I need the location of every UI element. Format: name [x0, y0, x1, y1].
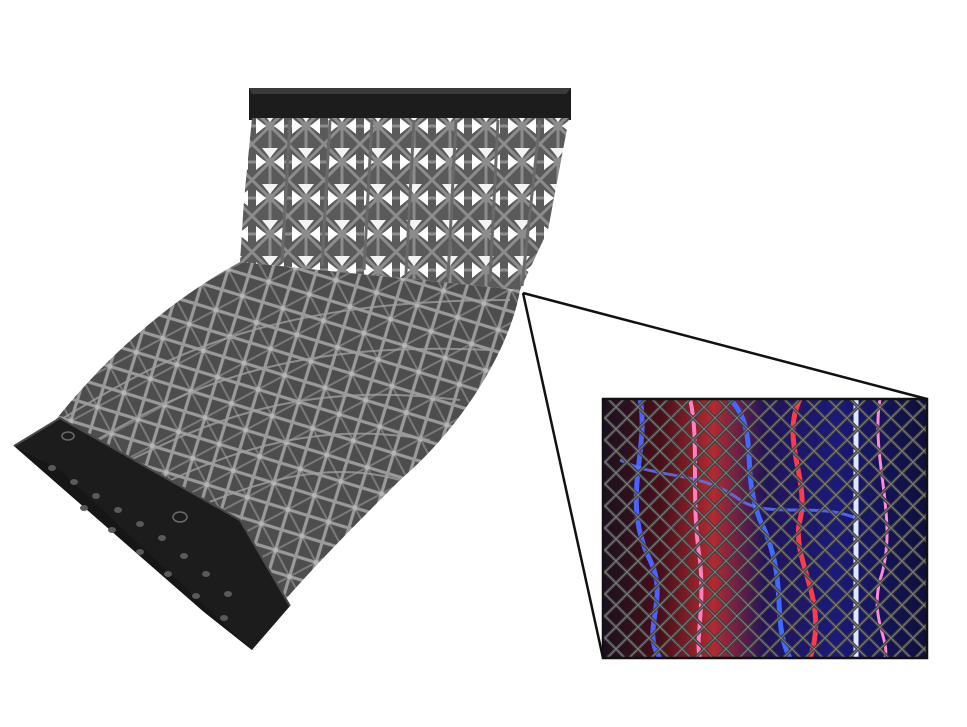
- bottom-end-cap-face: [14, 446, 252, 650]
- upper-lattice-ribs: [280, 119, 542, 287]
- lattice-tube: [13, 88, 571, 650]
- bottom-end-cap-holes: [48, 431, 232, 621]
- top-end-cap: [249, 88, 571, 120]
- bent-lattice-section: [40, 262, 520, 600]
- bottom-end-cap: [14, 418, 290, 650]
- photo-inset: [601, 397, 929, 660]
- bottom-end-cap-edge: [13, 416, 291, 607]
- inset-frame: [601, 397, 929, 660]
- top-end-cap-edge: [249, 88, 571, 94]
- inset-mesh: [603, 399, 927, 658]
- zoom-connector: [521, 291, 928, 659]
- bent-lattice-highlights: [59, 299, 511, 511]
